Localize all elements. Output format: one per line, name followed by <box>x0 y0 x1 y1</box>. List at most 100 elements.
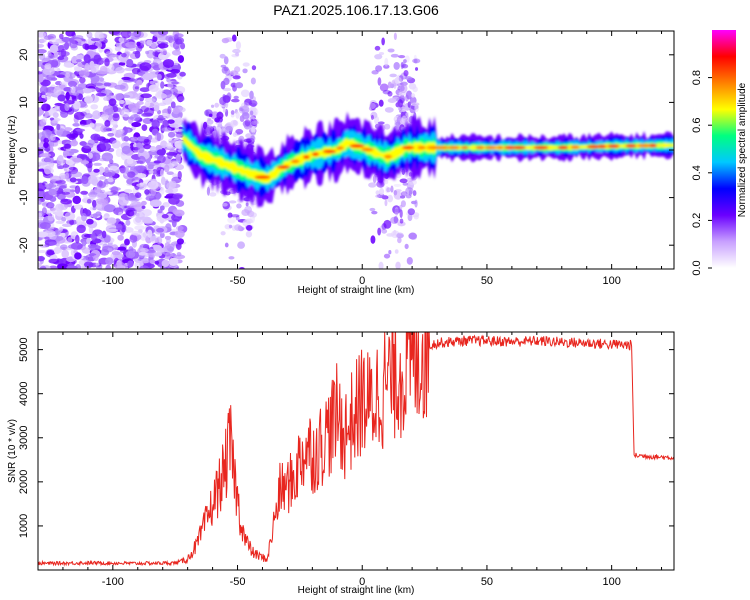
snr-ytick-label: 1000 <box>18 514 30 538</box>
burst-blob <box>231 214 240 218</box>
noise-blob <box>38 125 44 130</box>
noise-blob <box>44 183 57 189</box>
noise-blob <box>109 165 119 171</box>
noise-blob <box>99 176 107 180</box>
noise-blob <box>92 206 97 211</box>
burst-blob <box>210 104 215 108</box>
noise-blob <box>127 260 134 268</box>
snr-xtick-label: 50 <box>481 576 493 588</box>
noise-blob <box>55 203 64 212</box>
burst-blob <box>399 218 404 224</box>
noise-blob <box>46 92 53 97</box>
noise-blob <box>38 43 45 48</box>
noise-blob <box>71 56 79 64</box>
noise-blob <box>162 58 175 68</box>
noise-blob <box>130 136 139 141</box>
burst-blob <box>377 227 382 236</box>
noise-blob <box>38 132 46 140</box>
noise-blob <box>162 119 169 128</box>
burst-blob <box>393 62 400 70</box>
ridge-peak <box>349 144 365 148</box>
noise-blob <box>79 76 86 84</box>
burst-blob <box>224 223 232 230</box>
noise-blob <box>41 103 51 112</box>
colorbar: 0.0 0.2 0.4 0.6 0.8 Normalized spectral ampl… <box>691 30 748 276</box>
burst-blob <box>406 177 414 182</box>
burst-blob <box>374 115 380 125</box>
noise-blob <box>126 158 134 165</box>
noise-blob <box>81 241 87 247</box>
noise-blob <box>152 169 158 175</box>
noise-blob <box>70 86 76 94</box>
noise-blob <box>139 62 152 71</box>
colorbar-scale <box>712 30 736 268</box>
burst-blob <box>403 59 407 64</box>
spectrogram-ytick-label: 0 <box>18 147 30 153</box>
noise-blob <box>103 204 116 213</box>
burst-blob <box>228 200 237 204</box>
noise-blob <box>38 212 42 218</box>
noise-blob <box>105 51 113 58</box>
noise-blob <box>173 33 184 38</box>
noise-blob <box>135 216 142 223</box>
burst-blob <box>245 133 253 139</box>
noise-blob <box>46 249 55 256</box>
noise-blob <box>54 229 61 236</box>
snr-panel: -100 -50 0 50 100 1000 2000 3000 4000 5000 Height… <box>7 331 675 596</box>
burst-blob <box>403 69 409 77</box>
burst-blob <box>396 232 404 239</box>
burst-blob <box>399 178 408 184</box>
burst-blob <box>408 179 417 186</box>
noise-blob <box>38 250 47 254</box>
burst-blob <box>398 75 404 82</box>
burst-blob <box>394 206 399 216</box>
burst-blob <box>407 185 413 192</box>
burst-blob <box>251 65 257 71</box>
burst-blob <box>227 216 236 224</box>
noise-blob <box>148 84 159 92</box>
colorbar-tick-label: 0.8 <box>691 70 703 85</box>
burst-blob <box>240 89 250 98</box>
burst-blob <box>224 37 233 43</box>
noise-blob <box>131 146 141 151</box>
ridge-peak <box>277 165 291 169</box>
noise-blob <box>156 132 162 142</box>
ridge-peak <box>557 145 569 150</box>
noise-blob <box>115 223 123 231</box>
noise-blob <box>100 142 112 152</box>
noise-blob <box>164 242 171 249</box>
burst-blob <box>209 192 217 197</box>
noise-blob <box>149 170 154 174</box>
burst-blob <box>386 194 394 203</box>
noise-blob <box>156 149 166 156</box>
spectrogram-ylabel: Frequency (Hz) <box>7 116 18 185</box>
burst-blob <box>414 104 419 113</box>
noise-blob <box>61 223 73 228</box>
burst-blob <box>219 53 226 59</box>
noise-blob <box>86 198 92 204</box>
burst-blob <box>378 188 385 196</box>
noise-blob <box>94 126 103 132</box>
snr-ticks: -100 -50 0 50 100 1000 2000 3000 4000 5000 <box>18 332 674 588</box>
burst-blob <box>398 55 406 59</box>
noise-blob <box>72 100 81 110</box>
noise-blob <box>144 97 156 103</box>
snr-ylabel: SNR (10 * v/v) <box>7 419 18 483</box>
noise-blob <box>162 202 170 208</box>
noise-blob <box>87 175 98 185</box>
noise-blob <box>164 195 174 199</box>
ridge-peak <box>336 146 344 150</box>
noise-blob <box>69 219 75 226</box>
burst-blob <box>222 95 231 103</box>
burst-blob <box>250 120 259 125</box>
noise-blob <box>175 153 181 163</box>
noise-blob <box>164 235 172 240</box>
noise-blob <box>70 140 78 147</box>
burst-blob <box>386 187 391 193</box>
spectrogram-ytick-label: 10 <box>18 96 30 108</box>
noise-blob <box>118 61 126 66</box>
spectrogram-xtick-label: 50 <box>481 275 493 287</box>
noise-blob <box>167 131 176 138</box>
noise-blob <box>39 85 49 94</box>
noise-blob <box>118 37 125 43</box>
